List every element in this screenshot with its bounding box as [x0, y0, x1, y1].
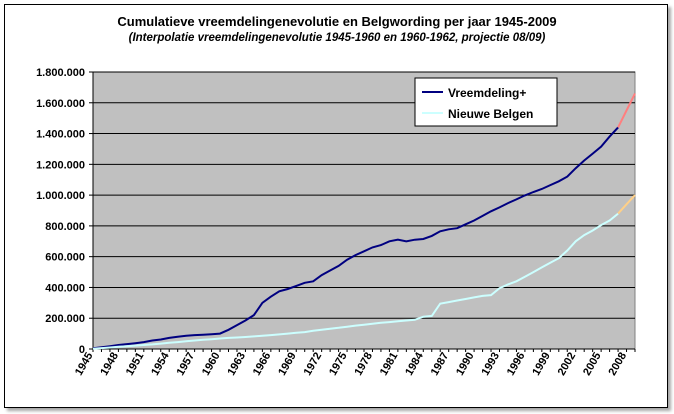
- series-projection-nieuwe-belgen: [617, 194, 636, 215]
- x-tick-label: 1999: [530, 351, 553, 378]
- chart-subtitle: (Interpolatie vreemdelingenevolutie 1945…: [128, 32, 546, 44]
- legend-box: [414, 77, 558, 127]
- x-tick-label: 1960: [200, 351, 223, 378]
- x-tick-label: 1945: [73, 351, 96, 378]
- series-line-vreemdeling-: [92, 126, 619, 350]
- y-tick-label: 1.400.000: [36, 129, 85, 141]
- x-axis-ticks: 1945 1948 1951 1954 1957 1960 1963 1966 1969 1972…: [73, 349, 636, 378]
- x-tick-label: 1975: [327, 351, 350, 378]
- y-tick-label: 0: [79, 344, 85, 356]
- series-lines: [92, 93, 636, 350]
- y-tick-label: 1.200.000: [36, 159, 85, 171]
- y-axis-ticks: 0 200.000 400.000 600.000 800.000 1.000.000 1.…: [36, 67, 635, 356]
- chart-title: Cumulatieve vreemdelingenevolutie en Bel…: [117, 14, 557, 29]
- x-tick-label: 1951: [124, 351, 147, 378]
- x-tick-label: 1981: [378, 351, 401, 378]
- legend-label: Nieuwe Belgen: [448, 107, 533, 121]
- y-tick-label: 600.000: [45, 252, 85, 264]
- legend-label: Vreemdeling+: [448, 86, 526, 100]
- x-tick-label: 2008: [606, 351, 629, 378]
- x-tick-label: 1957: [175, 351, 198, 378]
- x-tick-label: 1954: [149, 350, 172, 378]
- x-tick-label: 2002: [556, 351, 579, 378]
- y-tick-label: 1.800.000: [36, 67, 85, 79]
- y-tick-label: 400.000: [45, 282, 85, 294]
- x-tick-label: 1993: [479, 351, 502, 378]
- x-tick-label: 1963: [225, 351, 248, 378]
- y-tick-label: 1.600.000: [36, 98, 85, 110]
- x-tick-label: 1996: [505, 351, 528, 378]
- x-tick-label: 1948: [98, 351, 121, 378]
- series-line-nieuwe-belgen: [92, 212, 619, 350]
- x-tick-label: 1978: [352, 351, 375, 378]
- x-tick-label: 1969: [276, 351, 299, 378]
- y-tick-label: 200.000: [45, 313, 85, 325]
- x-tick-label: 1990: [454, 351, 477, 378]
- x-tick-label: 1984: [403, 350, 426, 378]
- x-tick-label: 1966: [251, 351, 274, 378]
- series-projection-vreemdeling-: [617, 93, 636, 128]
- x-tick-label: 1987: [429, 351, 452, 378]
- y-tick-label: 1.000.000: [36, 190, 85, 202]
- legend: Vreemdeling+ Nieuwe Belgen: [414, 77, 558, 127]
- y-tick-label: 800.000: [45, 221, 85, 233]
- x-tick-label: 2005: [581, 351, 604, 378]
- x-tick-label: 1972: [302, 351, 325, 378]
